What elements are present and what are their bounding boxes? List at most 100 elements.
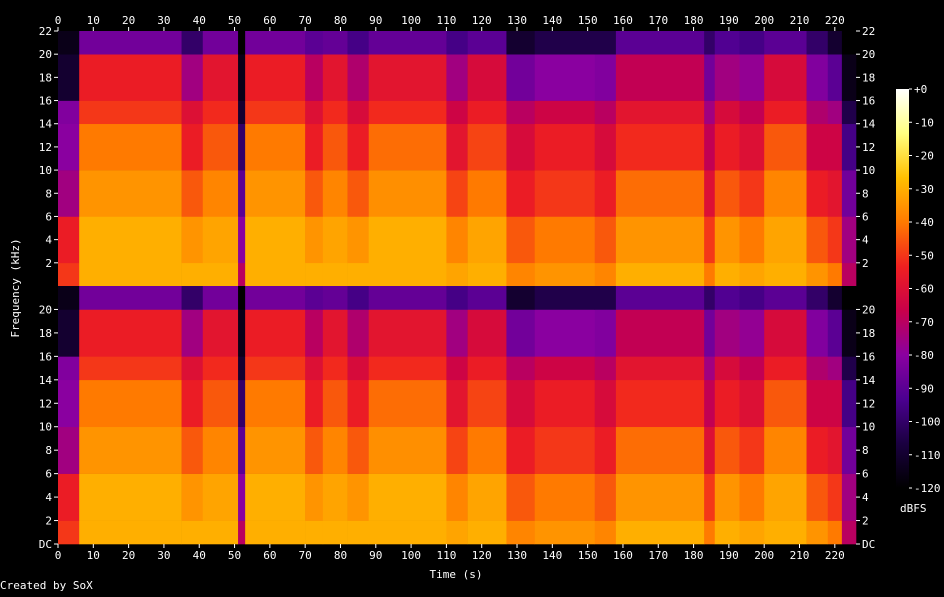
heat-cell <box>238 262 246 287</box>
y-tick-label: 2 <box>45 515 52 528</box>
y-tick-label: 12 <box>39 141 52 154</box>
x-tick-label: 180 <box>684 14 704 27</box>
heat-cell <box>368 54 447 101</box>
heat-cell <box>827 309 843 357</box>
heat-cell <box>79 520 182 545</box>
heat-cell <box>368 356 447 381</box>
heat-cell <box>181 54 204 101</box>
heat-cell <box>806 286 829 310</box>
heat-cell <box>305 309 324 357</box>
heat-cell <box>841 356 857 381</box>
heat-cell <box>202 54 239 101</box>
heat-cell <box>714 54 740 101</box>
y-tick-label: 2 <box>862 257 869 270</box>
heat-cell <box>841 170 857 217</box>
heat-cell <box>368 286 447 310</box>
heat-cell <box>714 520 740 545</box>
heat-cell <box>534 54 596 101</box>
heat-cell <box>347 100 370 125</box>
heat-cell <box>305 54 324 101</box>
x-tick-label: 190 <box>719 14 739 27</box>
heat-cell <box>806 54 829 101</box>
heat-cell <box>827 216 843 264</box>
colorbar-tick-label: -20 <box>914 150 934 163</box>
heat-cell <box>245 426 306 474</box>
heat-cell <box>305 379 324 428</box>
heat-cell <box>181 356 204 381</box>
heat-cell <box>202 216 239 264</box>
heat-cell <box>534 426 596 474</box>
heat-cell <box>714 309 740 357</box>
y-tick-label: 22 <box>862 25 875 38</box>
y-tick-label: 20 <box>862 303 875 316</box>
x-tick-label: 150 <box>578 14 598 27</box>
x-tick-label: 60 <box>263 549 276 562</box>
heat-cell <box>245 123 306 171</box>
x-tick-label: 100 <box>401 14 421 27</box>
heat-cell <box>347 262 370 287</box>
heat-cell <box>79 100 182 125</box>
heat-cell <box>506 54 535 101</box>
heat-cell <box>806 262 829 287</box>
heat-cell <box>534 170 596 217</box>
x-tick-label: 220 <box>825 14 845 27</box>
heat-cell <box>506 216 535 264</box>
heat-cell <box>305 262 324 287</box>
heat-cell <box>322 100 348 125</box>
heat-cell <box>506 379 535 428</box>
heat-cell <box>615 426 705 474</box>
heat-cell <box>79 170 182 217</box>
y-tick-label: 14 <box>39 374 53 387</box>
heat-cell <box>58 520 80 545</box>
x-tick-label: 190 <box>719 549 739 562</box>
heat-cell <box>202 426 239 474</box>
heat-cell <box>238 520 246 545</box>
heat-cell <box>739 473 765 521</box>
heat-cell <box>368 31 447 55</box>
heat-cell <box>714 31 740 55</box>
heat-cell <box>347 473 370 521</box>
heat-cell <box>58 100 80 125</box>
heat-cell <box>238 123 246 171</box>
heat-cell <box>704 54 716 101</box>
heat-cell <box>368 520 447 545</box>
x-tick-label: 110 <box>436 14 456 27</box>
heat-cell <box>238 356 246 381</box>
heat-cell <box>764 216 807 264</box>
heat-cell <box>58 31 80 55</box>
heat-cell <box>594 473 617 521</box>
heat-cell <box>615 262 705 287</box>
heat-cell <box>806 473 829 521</box>
y-tick-label: 6 <box>862 468 869 481</box>
x-tick-label: 10 <box>87 14 100 27</box>
heat-cell <box>714 426 740 474</box>
y-tick-label: 12 <box>862 141 875 154</box>
heat-cell <box>305 286 324 310</box>
heat-cell <box>739 379 765 428</box>
heat-cell <box>181 520 204 545</box>
y-tick-label: 6 <box>862 210 869 223</box>
x-tick-label: 170 <box>648 549 668 562</box>
heat-cell <box>202 123 239 171</box>
heat-cell <box>827 520 843 545</box>
heat-cell <box>238 286 246 310</box>
heat-cell <box>841 262 857 287</box>
heat-cell <box>305 123 324 171</box>
heat-cell <box>704 216 716 264</box>
heat-cell <box>806 426 829 474</box>
y-tick-label: 12 <box>862 397 875 410</box>
heat-cell <box>238 426 246 474</box>
heat-cell <box>347 31 370 55</box>
y-tick-label: 10 <box>39 164 52 177</box>
heat-cell <box>506 309 535 357</box>
heat-cell <box>347 309 370 357</box>
heat-cell <box>764 356 807 381</box>
heat-cell <box>467 262 507 287</box>
heat-cell <box>79 123 182 171</box>
heat-cell <box>202 100 239 125</box>
y-axis-label: Frequency (kHz) <box>9 238 22 337</box>
heat-cell <box>58 426 80 474</box>
heat-cell <box>79 473 182 521</box>
